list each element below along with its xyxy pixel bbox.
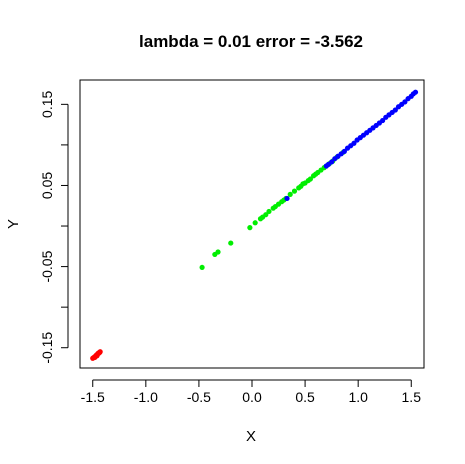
data-point	[379, 117, 386, 124]
x-axis: -1.5 -1.0 -0.5 0.0 0.5 1.0 1.5	[81, 379, 422, 405]
data-point	[228, 240, 234, 246]
x-axis-label: X	[246, 428, 256, 445]
data-point	[287, 191, 293, 197]
x-tick-label: -1.5	[81, 389, 105, 405]
y-axis-label: Y	[5, 219, 22, 229]
y-tick-label: -0.05	[39, 250, 55, 282]
y-tick-label: -0.15	[39, 332, 55, 364]
x-tick-label: 0.5	[295, 389, 315, 405]
data-point	[284, 195, 290, 202]
x-tick-label: 0.0	[242, 389, 262, 405]
data-point	[252, 220, 258, 226]
data-point	[412, 89, 419, 95]
data-point	[392, 107, 398, 113]
data-point	[247, 225, 253, 231]
data-point	[351, 140, 357, 146]
y-tick-label: 0.05	[39, 172, 55, 199]
x-tick-label: -1.0	[134, 389, 158, 405]
data-point	[199, 264, 205, 271]
x-tick-label: 1.5	[402, 389, 422, 405]
y-tick-label: 0.15	[39, 91, 55, 118]
chart-title: lambda = 0.01 error = -3.562	[139, 32, 363, 51]
data-point	[402, 99, 408, 105]
data-point	[94, 353, 100, 359]
y-axis: -0.15 -0.05 0.05 0.15	[39, 91, 69, 364]
data-point	[266, 208, 272, 215]
data-point	[97, 349, 103, 355]
data-points	[90, 89, 419, 361]
data-point	[329, 159, 335, 165]
data-point	[307, 176, 313, 182]
plot-frame	[79, 79, 425, 369]
data-point	[291, 188, 298, 194]
data-point	[341, 148, 347, 154]
data-point	[263, 212, 269, 218]
x-tick-label: 1.0	[348, 389, 368, 405]
x-tick-label: -0.5	[187, 389, 211, 405]
data-point	[215, 249, 221, 255]
